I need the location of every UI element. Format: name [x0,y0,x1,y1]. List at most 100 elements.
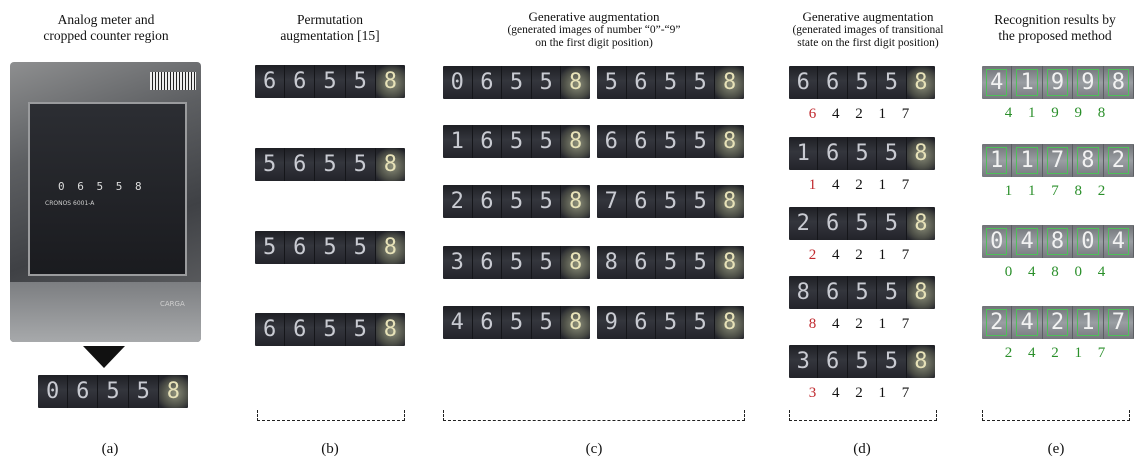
counter-digit: 6 [473,125,503,158]
panel-d-title-line3: state on the first digit position) [797,37,939,49]
panel-c-title-line2: (generated images of number “0”-“9” [507,23,681,36]
counter-digit: 5 [848,207,878,240]
panel-c-title: Generative augmentation (generated image… [440,10,748,51]
counter-digit: 8 [715,246,744,279]
panel-a-title-line2: cropped counter region [43,28,169,43]
counter-digit: 5 [686,185,716,218]
counter-digit: 8 [561,246,590,279]
counter-digit: 5 [532,125,562,158]
counter-digit: 4 [443,306,473,339]
remaining-digits-label: 4 2 1 7 [822,385,916,401]
counter-digit: 5 [597,66,627,99]
counter-digit: 8 [375,65,405,98]
counter-digit: 8 [375,313,405,346]
counter-digit: 6 [255,313,286,346]
counter-digit: 8 [906,66,935,99]
counter-digit: 6 [627,66,657,99]
counter-digit: 6 [255,65,286,98]
counter-digit: 5 [532,66,562,99]
panel-c-title-line1: Generative augmentation [528,9,660,24]
counter-digit: 6 [473,306,503,339]
counter-digit: 5 [346,65,376,98]
counter-digit: 5 [848,66,878,99]
counter-digit: 6 [818,66,848,99]
transitional-label: 3 4 2 1 7 [789,385,935,402]
panel-b-title-line2: augmentation [15] [280,28,380,43]
counter-digit: 5 [129,375,159,408]
counter-digit: 9 [1043,66,1074,99]
counter-digit: 5 [656,66,686,99]
transitional-label: 2 4 2 1 7 [789,247,935,264]
meter-counter-text: 0 6 5 5 8 [58,180,145,193]
counter-digit: 0 [982,225,1013,258]
counter-digit: 4 [1104,225,1134,258]
recognition-result: 1 1 7 8 2 [1004,183,1112,199]
counter-digit: 7 [1043,144,1074,177]
counter-digit: 8 [906,345,935,378]
counter-digit: 6 [818,137,848,170]
counter-digit: 5 [255,148,286,181]
meter-model-label: CRONOS 6001-A [45,200,95,207]
counter-digit: 5 [315,148,346,181]
counter-digit: 1 [1012,66,1043,99]
counter-digit: 4 [1012,306,1043,339]
counter-digit: 5 [315,65,346,98]
counter-digit: 8 [906,137,935,170]
counter-digit: 8 [715,185,744,218]
counter-digit: 8 [715,66,744,99]
counter-digit: 6 [818,207,848,240]
counter-digit: 5 [656,185,686,218]
counter-digit: 0 [38,375,69,408]
remaining-digits-label: 4 2 1 7 [822,247,916,263]
counter-digit: 7 [597,185,627,218]
counter-digit: 9 [1073,66,1104,99]
panel-a-title: Analog meter and cropped counter region [0,12,212,44]
counter-digit: 5 [532,306,562,339]
panel-a-title-line1: Analog meter and [57,12,155,27]
analog-meter-photo: 0 6 5 5 8 CRONOS 6001-A CARGA [10,62,201,342]
counter-digit: 6 [285,313,316,346]
panel-d-title-line1: Generative augmentation [802,9,934,24]
transitional-label: 1 4 2 1 7 [789,177,935,194]
counter-digit: 6 [473,66,503,99]
recognition-result: 4 1 9 9 8 [1004,105,1112,121]
counter-digit: 5 [686,306,716,339]
counter-digit: 0 [1073,225,1104,258]
counter-digit: 5 [848,345,878,378]
counter-digit: 4 [982,66,1013,99]
first-digit-label: 8 [808,316,823,332]
counter-digit: 5 [848,276,878,309]
counter-digit: 5 [346,231,376,264]
counter-digit: 1 [1073,306,1104,339]
counter-digit: 8 [1073,144,1104,177]
counter-digit: 6 [818,345,848,378]
counter-digit: 2 [1043,306,1074,339]
counter-digit: 5 [656,306,686,339]
panel-c-title-line3: on the first digit position) [535,37,653,49]
caption-a: (a) [101,441,119,457]
first-digit-label: 3 [808,385,823,401]
first-digit-label: 2 [808,247,823,263]
counter-digit: 6 [285,231,316,264]
panel-b-title: Permutation augmentation [15] [255,12,405,44]
counter-digit: 5 [255,231,286,264]
counter-digit: 0 [443,66,473,99]
counter-digit: 8 [906,276,935,309]
dashed-bracket-c [443,410,745,421]
counter-digit: 5 [502,66,532,99]
counter-digit: 5 [502,246,532,279]
remaining-digits-label: 4 2 1 7 [822,177,916,193]
counter-digit: 6 [597,125,627,158]
counter-digit: 6 [68,375,99,408]
dashed-bracket-e [982,410,1130,421]
